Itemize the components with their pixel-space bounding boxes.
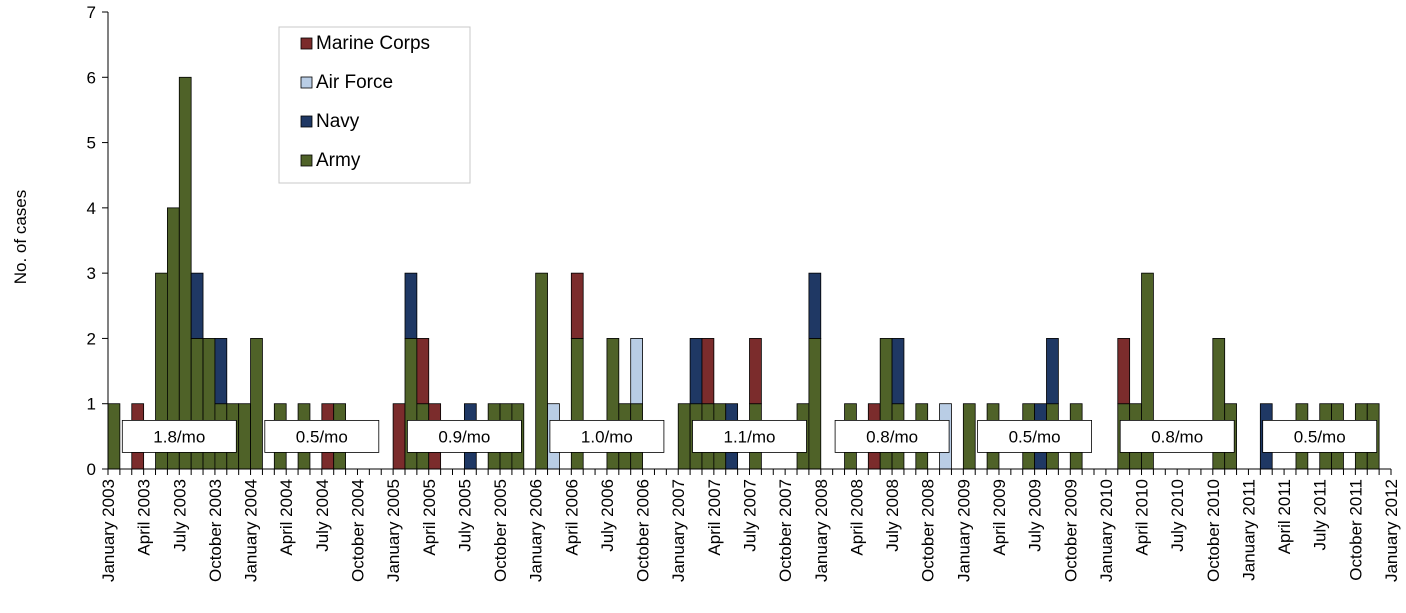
x-tick-label-january-2004: January 2004 bbox=[242, 479, 261, 582]
rate-box-2003 bbox=[121, 419, 237, 453]
bar-navy-august-2009 bbox=[1046, 338, 1059, 405]
x-tick-label-october-2008: October 2008 bbox=[919, 479, 938, 582]
x-tick-label-april-2003: April 2003 bbox=[135, 479, 154, 556]
legend-label-navy: Navy bbox=[316, 111, 360, 132]
y-axis-title: No. of cases bbox=[11, 190, 30, 285]
bar-marine-corps-april-2006 bbox=[570, 272, 584, 339]
x-tick-label-january-2006: January 2006 bbox=[527, 479, 546, 582]
rate-label-2010: 0.8/mo bbox=[1151, 427, 1203, 446]
y-tick-label-1: 1 bbox=[87, 395, 96, 414]
rate-labels-layer: 1.8/mo 0.5/mo 0.9/mo 1.0/mo 1.1/mo 0.8/mo 0.5/… bbox=[121, 419, 1378, 453]
x-tick-label-july-2005: July 2005 bbox=[455, 479, 474, 552]
x-tick-label-october-2011: October 2011 bbox=[1346, 479, 1365, 581]
bar-army-january-2004 bbox=[250, 338, 263, 470]
x-tick-label-january-2010: January 2010 bbox=[1097, 479, 1116, 582]
x-tick-label-october-2004: October 2004 bbox=[349, 479, 368, 582]
x-tick-label-january-2012: January 2012 bbox=[1382, 479, 1401, 582]
rate-box-2005 bbox=[406, 419, 522, 453]
x-tick-label-january-2009: January 2009 bbox=[954, 479, 973, 582]
bar-army-january-2003 bbox=[107, 403, 121, 470]
legend-swatch-army bbox=[300, 154, 313, 167]
bar-army-december-2003 bbox=[238, 403, 251, 470]
legend-label-air-force: Air Force bbox=[316, 72, 393, 93]
rate-label-2003: 1.8/mo bbox=[153, 427, 205, 446]
x-tick-label-april-2009: April 2009 bbox=[990, 479, 1009, 556]
rate-box-2011 bbox=[1262, 419, 1378, 453]
x-tick-label-april-2004: April 2004 bbox=[277, 479, 296, 556]
x-tick-label-april-2005: April 2005 bbox=[420, 479, 439, 556]
x-tick-label-october-2010: October 2010 bbox=[1204, 479, 1223, 582]
x-tick-label-july-2008: July 2008 bbox=[883, 479, 902, 552]
x-tick-label-january-2011: January 2011 bbox=[1239, 479, 1258, 581]
x-tick-label-april-2010: April 2010 bbox=[1133, 479, 1152, 556]
x-tick-label-january-2005: January 2005 bbox=[384, 479, 403, 582]
rate-box-2009 bbox=[977, 419, 1092, 453]
legend-label-marine-corps: Marine Corps bbox=[316, 33, 430, 54]
x-tick-label-april-2011: April 2011 bbox=[1275, 479, 1294, 554]
legend-label-army: Army bbox=[316, 150, 361, 171]
bar-army-january-2006 bbox=[535, 272, 548, 470]
rate-label-2005: 0.9/mo bbox=[438, 427, 490, 446]
rate-label-2009: 0.5/mo bbox=[1009, 427, 1061, 446]
rate-label-2006: 1.0/mo bbox=[581, 427, 633, 446]
bar-air-force-september-2006 bbox=[630, 338, 643, 405]
axes-layer: 0 1 2 3 4 5 6 7 January 2003 April 2003 July 2003 O… bbox=[87, 3, 1401, 582]
x-tick-label-july-2009: July 2009 bbox=[1026, 479, 1045, 552]
x-tick-label-january-2007: January 2007 bbox=[669, 479, 688, 582]
bar-marine-corps-march-2007 bbox=[701, 338, 715, 405]
rate-label-2007: 1.1/mo bbox=[724, 427, 776, 446]
bar-marine-corps-january-2005 bbox=[392, 403, 406, 470]
x-tick-label-october-2009: October 2009 bbox=[1061, 479, 1080, 582]
x-tick-label-april-2008: April 2008 bbox=[847, 479, 866, 556]
bar-marine-corps-february-2010 bbox=[1117, 338, 1131, 405]
bar-navy-july-2008 bbox=[891, 338, 905, 405]
x-tick-label-october-2007: October 2007 bbox=[776, 479, 795, 582]
y-tick-label-5: 5 bbox=[87, 134, 96, 153]
bar-navy-december-2007 bbox=[808, 272, 822, 339]
x-tick-label-july-2006: July 2006 bbox=[598, 479, 617, 552]
y-tick-label-0: 0 bbox=[87, 460, 96, 479]
rate-box-2006 bbox=[549, 419, 665, 453]
legend-swatch-marine-corps bbox=[300, 37, 313, 50]
legend-swatch-air-force bbox=[300, 76, 313, 89]
bar-marine-corps-march-2005 bbox=[416, 338, 430, 405]
legend-swatch-navy bbox=[300, 115, 313, 128]
y-tick-label-3: 3 bbox=[87, 264, 96, 283]
x-tick-label-april-2006: April 2006 bbox=[562, 479, 581, 556]
bar-army-december-2007 bbox=[808, 338, 822, 470]
x-tick-label-july-2007: July 2007 bbox=[741, 479, 760, 552]
bar-army-january-2009 bbox=[962, 403, 976, 470]
bar-navy-august-2003 bbox=[190, 272, 204, 339]
rate-box-2010 bbox=[1119, 419, 1235, 453]
rate-label-2004: 0.5/mo bbox=[296, 427, 348, 446]
bar-army-july-2003 bbox=[178, 76, 192, 470]
x-tick-label-january-2008: January 2008 bbox=[812, 479, 831, 582]
y-tick-label-7: 7 bbox=[87, 3, 96, 22]
bar-navy-february-2005 bbox=[404, 272, 418, 339]
y-tick-label-2: 2 bbox=[87, 329, 96, 348]
rate-box-2008 bbox=[834, 419, 950, 453]
x-tick-label-october-2006: October 2006 bbox=[634, 479, 653, 582]
rate-box-2004 bbox=[264, 419, 380, 453]
x-tick-label-october-2005: October 2005 bbox=[491, 479, 510, 582]
rate-label-2008: 0.8/mo bbox=[866, 427, 918, 446]
y-tick-label-4: 4 bbox=[87, 199, 96, 218]
rate-label-2011: 0.5/mo bbox=[1294, 427, 1346, 446]
x-tick-label-july-2004: July 2004 bbox=[313, 479, 332, 552]
bar-navy-february-2007 bbox=[689, 338, 703, 405]
x-tick-label-april-2007: April 2007 bbox=[705, 479, 724, 556]
bar-marine-corps-july-2007 bbox=[749, 338, 762, 405]
x-tick-label-october-2003: October 2003 bbox=[206, 479, 225, 582]
bar-navy-october-2003 bbox=[214, 338, 228, 405]
legend: Marine Corps Air Force Navy Army bbox=[278, 26, 471, 184]
x-tick-label-july-2010: July 2010 bbox=[1168, 479, 1187, 552]
y-tick-label-6: 6 bbox=[87, 68, 96, 87]
rate-box-2007 bbox=[692, 419, 807, 453]
x-tick-label-january-2003: January 2003 bbox=[99, 479, 118, 582]
x-tick-label-july-2003: July 2003 bbox=[170, 479, 189, 552]
x-tick-label-july-2011: July 2011 bbox=[1311, 479, 1330, 551]
bar-army-january-2007 bbox=[677, 403, 691, 470]
